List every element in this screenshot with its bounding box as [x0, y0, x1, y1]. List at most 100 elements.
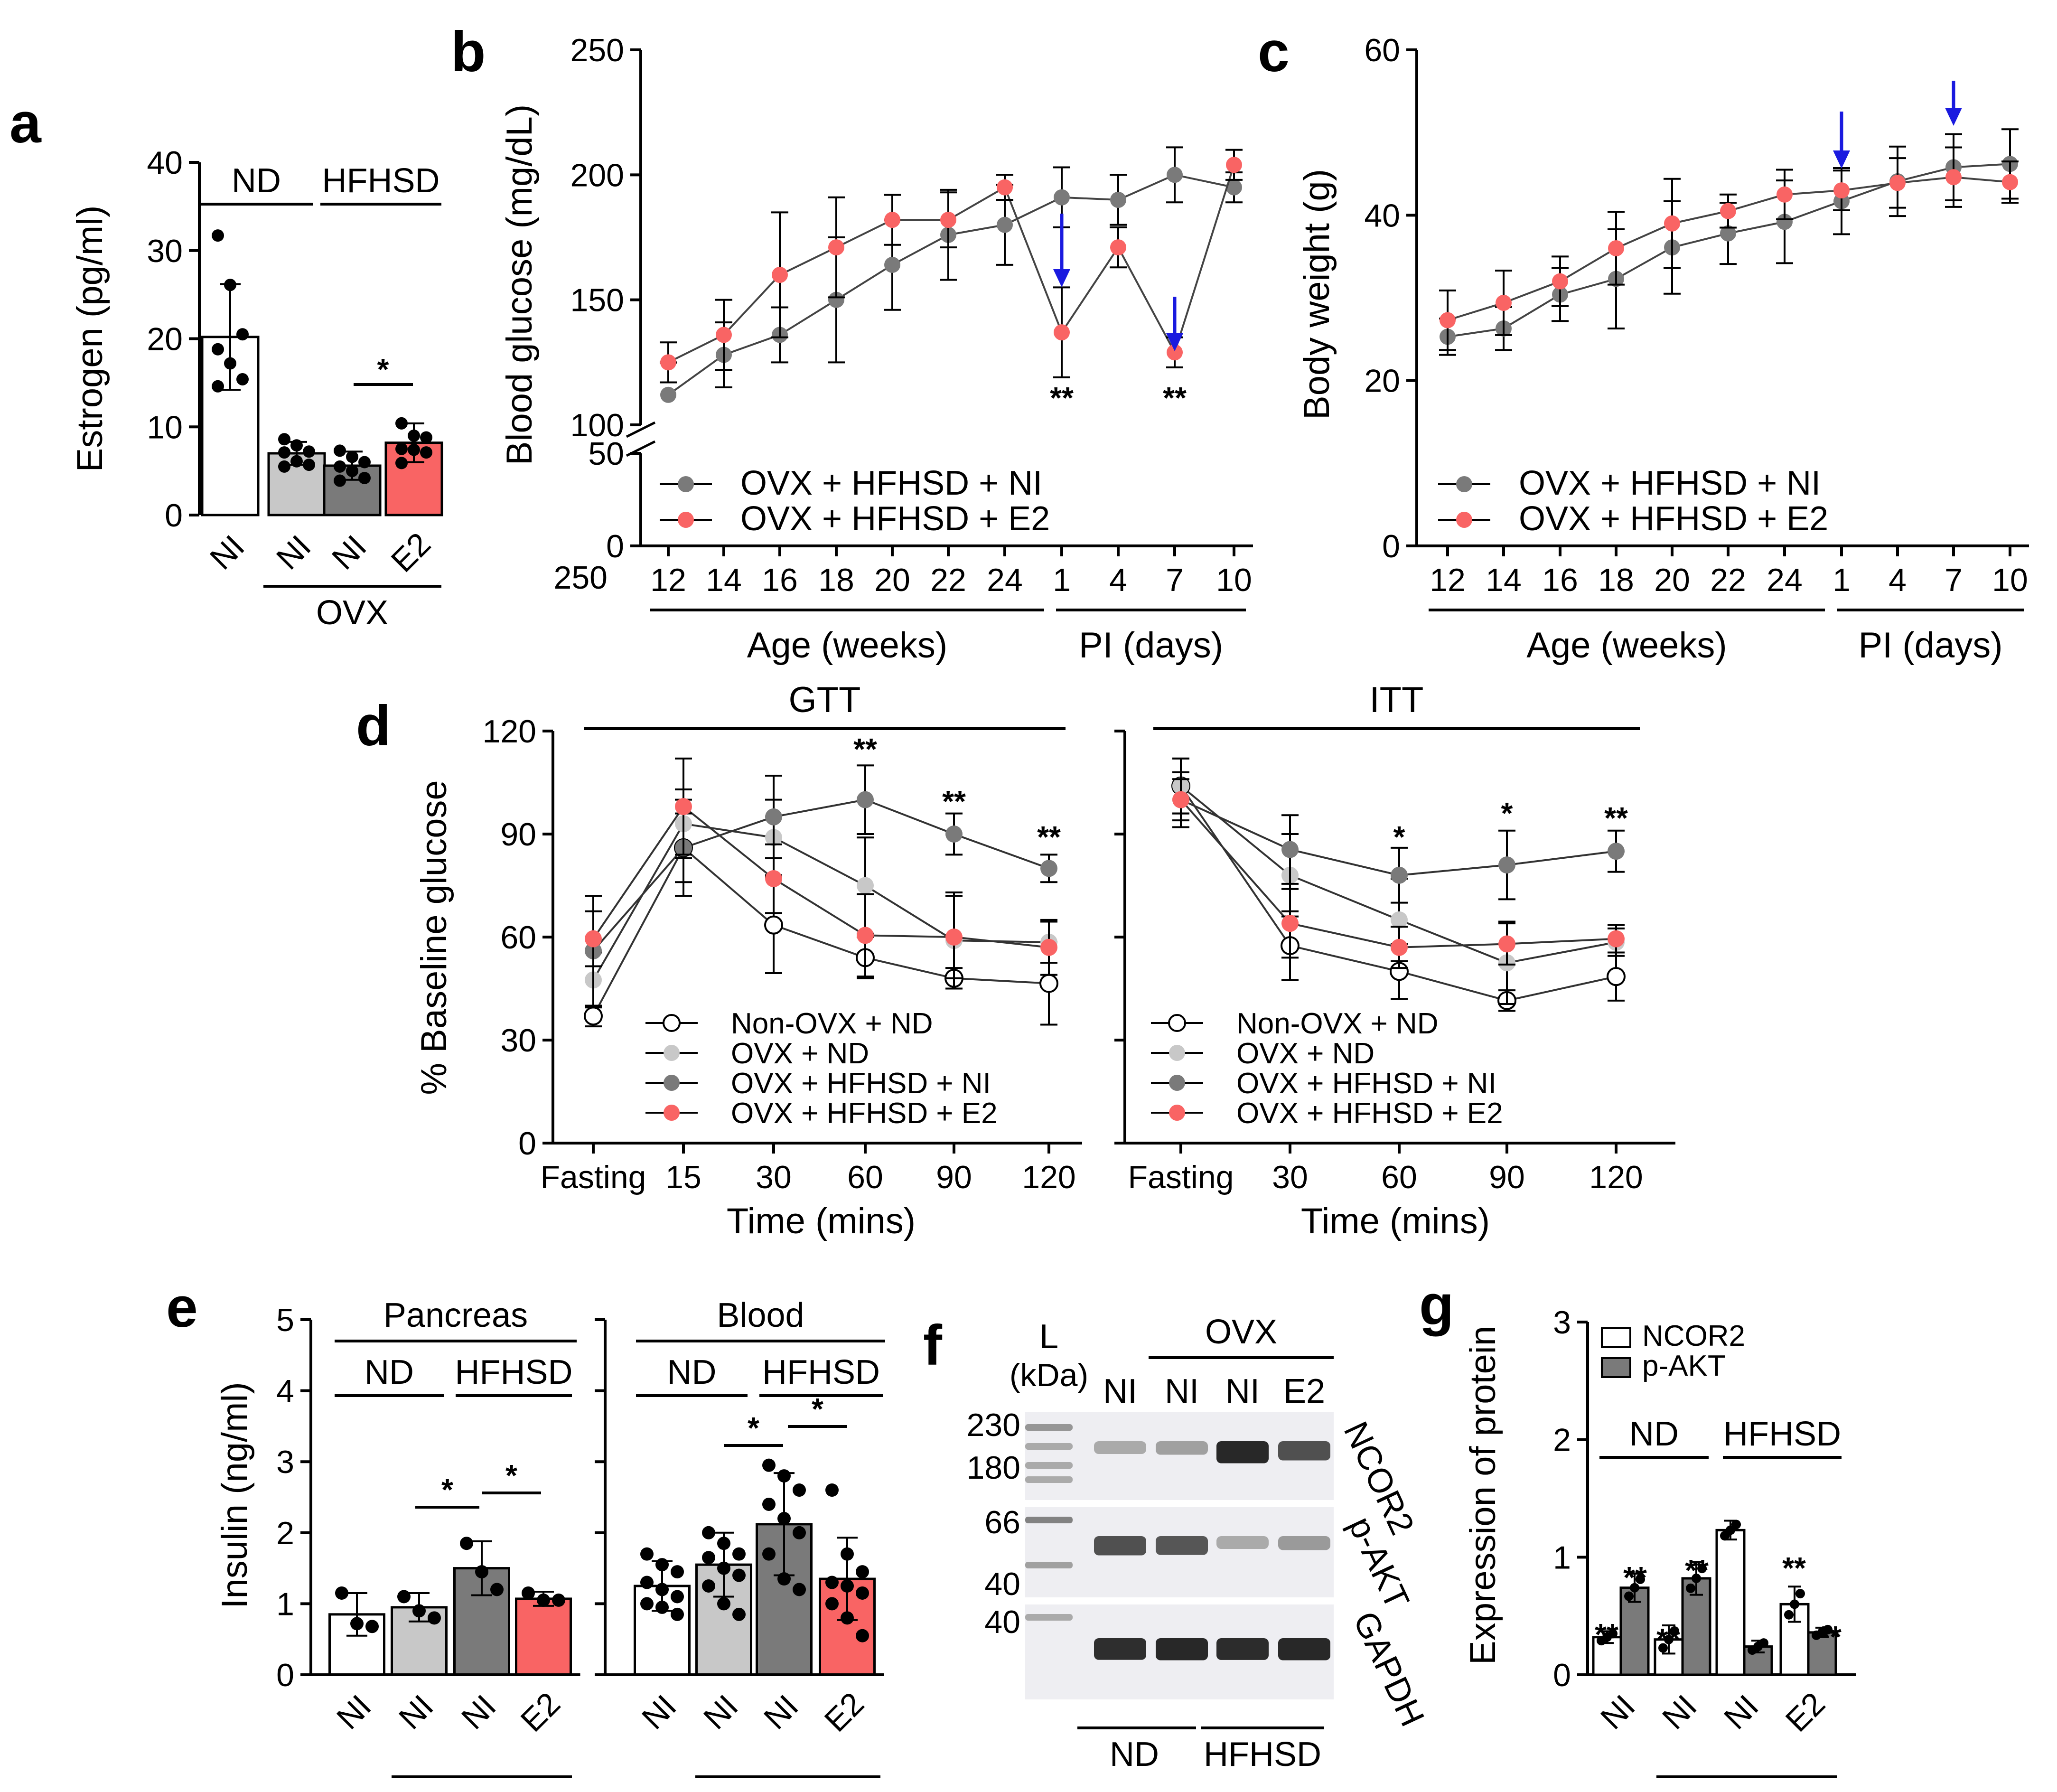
panel-e-blood-point-2-7 [777, 1572, 791, 1586]
panel-d-itt-legend-text-1: OVX + ND [1236, 1037, 1374, 1070]
panel-e-blood-point-0-3 [640, 1576, 654, 1589]
panel-a-y-tick-label-3: 30 [147, 233, 183, 269]
panel-d-itt-s1-point-2 [1391, 911, 1408, 929]
panel-e-blood-sig-0: * [748, 1411, 759, 1445]
panel-d-itt-legend-marker-3 [1169, 1105, 1185, 1121]
panel-d-itt-s3-point-1 [1281, 915, 1299, 932]
panel-label-a: a [9, 91, 42, 155]
panel-g-y-tick-label-1: 1 [1553, 1539, 1571, 1576]
panel-d-gtt-series-line-3 [592, 805, 1049, 948]
panel-g-ovx-label: OVX [1711, 1787, 1783, 1792]
panel-g-xtick-1: NI [1655, 1688, 1704, 1736]
panel-c-s1-point-4 [1664, 215, 1680, 232]
panel-b-xtick-label-1: 14 [706, 562, 742, 598]
panel-e-pancreas-xtick-2: NI [455, 1688, 503, 1736]
panel-a-point-1-3 [278, 446, 290, 459]
panel-b-xtick-label-7: 1 [1053, 562, 1071, 598]
panel-c-s1-point-1 [1496, 294, 1512, 311]
panel-g-1-point-1-0 [1686, 1583, 1695, 1593]
panel-d-itt-s2-point-4 [1608, 843, 1625, 860]
panel-e-pancreas-sig-1: * [505, 1458, 517, 1492]
panel-g-sig-0: ** [1595, 1617, 1618, 1651]
panel-label-g: g [1419, 1273, 1454, 1337]
panel-c-legend-marker-1 [1456, 512, 1472, 528]
panel-f-ladder-label: L [1039, 1318, 1058, 1356]
panel-d-itt-xtick-label-0: Fasting [1128, 1159, 1234, 1195]
panel-e-blood-point-2-0 [762, 1458, 776, 1472]
panel-e-blood-point-0-2 [671, 1565, 684, 1579]
panel-b-ytick-label-2: 100 [570, 407, 624, 443]
panel-g-1-bar-3 [1807, 1631, 1837, 1676]
panel-d-gtt-y-tick-label-2: 60 [500, 919, 536, 956]
panel-b-s1-point-1 [716, 327, 732, 343]
panel-a-y-tick-label-1: 10 [147, 409, 183, 445]
panel-f-ovx-label: OVX [1205, 1313, 1277, 1351]
panel-d-gtt-xtick-label-4: 90 [936, 1159, 972, 1195]
panel-d-ylabel: % Baseline glucose [414, 780, 454, 1095]
panel-e-blood-ovx-label: OVX [752, 1787, 824, 1792]
panel-c-s1-point-0 [1440, 312, 1456, 328]
panel-c-xtick-label-2: 16 [1542, 562, 1578, 598]
panel-g-0-point-1-2 [1670, 1626, 1679, 1636]
panel-e-blood-point-0-8 [671, 1607, 684, 1621]
panel-d-gtt-xlabel: Time (mins) [727, 1201, 916, 1241]
panel-c-y-tick-label-2: 40 [1364, 197, 1400, 234]
panel-f-lane-label-0: NI [1103, 1372, 1137, 1410]
panel-a-point-1-4 [290, 455, 303, 468]
panel-c-xtick-label-7: 1 [1833, 562, 1851, 598]
panel-e-pancreas-xtick-3: E2 [514, 1685, 567, 1739]
panel-b-s1-point-6 [997, 179, 1013, 196]
panel-c-arrow-1-head [1833, 150, 1850, 169]
panel-e-blood-point-2-8 [793, 1583, 806, 1596]
panel-a-point-2-3 [334, 460, 346, 473]
panel-g-xtick-0: NI [1594, 1688, 1642, 1736]
panel-g-y-tick-label-2: 2 [1553, 1422, 1571, 1458]
panel-d-gtt-legend-text-1: OVX + ND [731, 1037, 869, 1070]
panel-g-0-point-2-2 [1731, 1520, 1741, 1529]
panel-g-0-point-1-1 [1664, 1634, 1674, 1644]
panel-b-s0-point-4 [884, 256, 900, 273]
panel-e-ylabel: Insulin (ng/ml) [215, 1382, 255, 1608]
panel-label-d: d [356, 694, 391, 758]
panel-b-xtick-label-3: 18 [818, 562, 854, 598]
panel-f-marker-2: 66 [984, 1504, 1020, 1540]
panel-a-point-2-4 [346, 465, 358, 478]
panel-f-band-p-AKT-1 [1156, 1536, 1208, 1555]
panel-c-legend-text-1: OVX + HFHSD + E2 [1519, 500, 1828, 538]
panel-b-s0-point-7 [1054, 189, 1070, 206]
panel-b-s1-point-8 [1110, 239, 1126, 256]
panel-e-blood-point-1-7 [717, 1597, 730, 1611]
panel-g-1-point-0-2 [1636, 1574, 1645, 1584]
panel-e-blood-point-3-0 [825, 1483, 839, 1497]
panel-d-gtt-xtick-label-1: 15 [665, 1159, 701, 1195]
panel-d-gtt-legend-text-0: Non-OVX + ND [731, 1007, 933, 1040]
panel-e-blood-point-1-5 [732, 1568, 746, 1582]
panel-e-blood-point-0-1 [655, 1558, 669, 1572]
panel-c-xtick-label-5: 22 [1710, 562, 1746, 598]
panel-a-point-3-3 [395, 442, 408, 455]
panel-g-sig-4: ** [1782, 1551, 1806, 1585]
panel-a-point-3-5 [420, 446, 432, 459]
panel-g-1-point-1-2 [1697, 1564, 1707, 1574]
panel-d-itt-legend-text-2: OVX + HFHSD + NI [1236, 1067, 1496, 1100]
panel-c-y-tick-label-0: 0 [1382, 528, 1400, 564]
panel-b-s1-point-0 [660, 354, 676, 371]
panel-g-nd-bracket-label: ND [1629, 1415, 1679, 1453]
panel-g-0-point-0-2 [1608, 1629, 1618, 1639]
panel-c-arrow-2-head [1945, 108, 1962, 126]
panel-b-s0-point-6 [997, 216, 1013, 233]
panel-d-gtt-legend-marker-2 [664, 1075, 680, 1091]
panel-g-1-point-0-1 [1630, 1583, 1639, 1593]
panel-e-blood-xtick-2: NI [757, 1688, 805, 1736]
panel-e-blood-point-1-8 [732, 1607, 746, 1621]
panel-b-s1-point-3 [828, 239, 844, 256]
panel-f-band-GAPDH-0 [1094, 1638, 1146, 1660]
panel-a-point-1-5 [303, 459, 315, 471]
panel-e-blood-hfhsd-bracket-label: HFHSD [762, 1353, 880, 1391]
panel-e-blood-xtick-3: E2 [817, 1685, 871, 1739]
panel-c-y-tick-label-3: 60 [1364, 32, 1400, 68]
panel-a-point-3-6 [395, 457, 408, 469]
panel-g-0-point-3-0 [1784, 1610, 1794, 1620]
panel-c-xtick-label-3: 18 [1598, 562, 1634, 598]
panel-g-1-bar-1 [1681, 1577, 1711, 1676]
